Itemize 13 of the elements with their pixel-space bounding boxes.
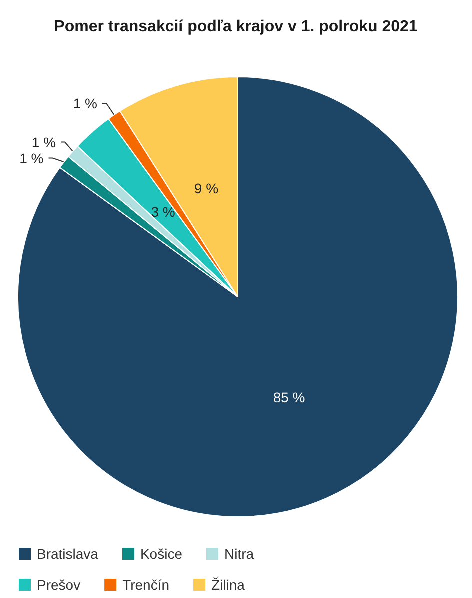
legend-label: Trenčín	[122, 577, 170, 593]
legend-label: Bratislava	[37, 546, 99, 562]
chart-title: Pomer transakcií podľa krajov v 1. polroku 2021	[54, 18, 418, 36]
data-label: 9 %	[194, 180, 219, 196]
legend-label: Košice	[140, 546, 183, 562]
data-label: 1 %	[73, 95, 98, 112]
legend-label: Žilina	[212, 577, 246, 593]
data-label: 85 %	[273, 390, 306, 406]
legend-label: Prešov	[37, 577, 81, 593]
data-label: 1 %	[20, 150, 44, 166]
legend-label: Nitra	[224, 546, 254, 562]
data-label: 3 %	[151, 204, 176, 220]
data-label: 1 %	[32, 134, 56, 150]
